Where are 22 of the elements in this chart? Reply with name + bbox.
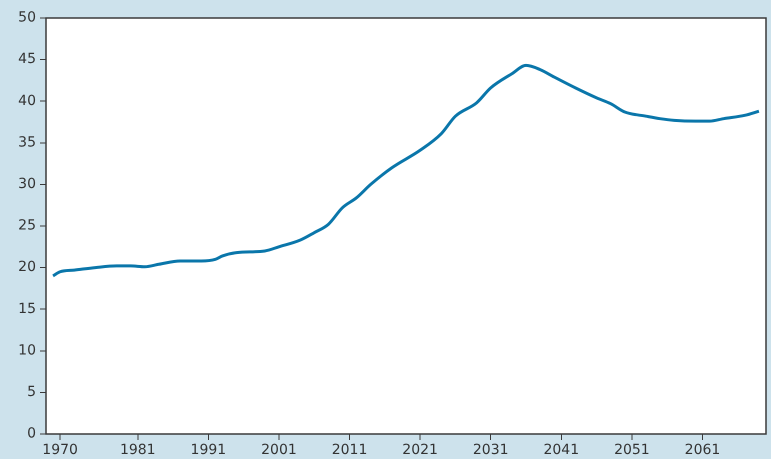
y-tick-label: 50 <box>18 10 36 26</box>
y-tick-label: 35 <box>18 134 36 150</box>
line-series <box>52 64 760 278</box>
y-tick-label: 10 <box>18 342 36 358</box>
x-tick-label: 2051 <box>614 442 650 458</box>
x-tick-label: 2041 <box>543 442 580 458</box>
x-tick-label: 2021 <box>402 442 438 458</box>
x-tick-label: 2011 <box>332 442 368 458</box>
y-tick-label: 30 <box>18 176 36 192</box>
y-tick-label: 0 <box>27 426 36 442</box>
y-tick-label: 5 <box>27 384 36 400</box>
y-tick-label: 25 <box>18 218 36 234</box>
y-tick-label: 40 <box>18 92 36 109</box>
y-tick-label: 45 <box>18 51 36 68</box>
x-tick-label: 1981 <box>120 442 156 458</box>
x-tick-label: 2001 <box>261 442 297 458</box>
y-tick-label: 20 <box>18 259 36 276</box>
x-tick-label: 1970 <box>42 442 78 458</box>
y-tick-label: 15 <box>18 300 36 317</box>
x-tick-label: 2031 <box>472 442 509 458</box>
x-tick-label: 1991 <box>190 442 226 458</box>
x-tick-label: 2061 <box>684 442 720 458</box>
